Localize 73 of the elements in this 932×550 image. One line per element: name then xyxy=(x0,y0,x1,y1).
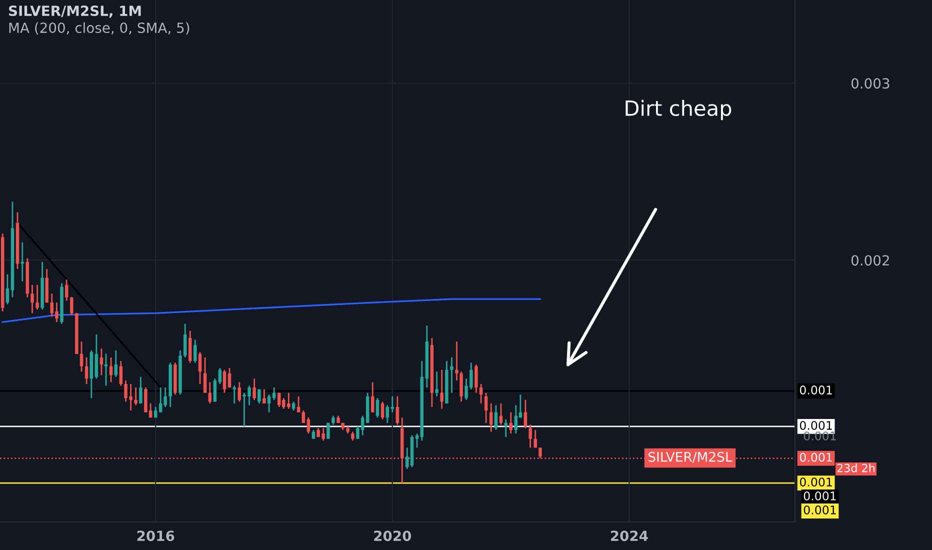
candlestick xyxy=(380,400,384,420)
candlestick xyxy=(80,340,84,372)
candlestick xyxy=(326,422,330,440)
candlestick xyxy=(371,382,374,413)
candlestick xyxy=(396,396,400,426)
chart-title: SILVER/M2SL, 1M xyxy=(8,6,141,18)
candlestick xyxy=(435,370,438,398)
candlestick xyxy=(499,402,503,426)
candlestick xyxy=(415,432,419,448)
x-tick-label: 2016 xyxy=(137,530,174,542)
candlestick xyxy=(64,278,68,302)
y-tick-label: 0.003 xyxy=(851,78,890,89)
candlestick xyxy=(222,369,226,394)
candlestick xyxy=(139,376,142,404)
candlestick xyxy=(198,351,202,385)
candlestick xyxy=(390,396,394,413)
candlestick xyxy=(100,348,104,376)
candlestick xyxy=(296,396,300,413)
ref-line-label: 0.001 xyxy=(800,452,832,462)
annotation: SILVER/M2SL xyxy=(648,452,732,463)
candlestick xyxy=(460,370,463,402)
candlestick xyxy=(134,386,138,406)
candlestick xyxy=(450,356,454,394)
candlestick xyxy=(455,340,458,382)
y-tick-label: 0.002 xyxy=(851,255,889,266)
ref-line-label: 0.001 xyxy=(800,386,832,394)
candlestick xyxy=(70,296,74,316)
x-tick-label: 2024 xyxy=(610,530,648,542)
text: 0.001 xyxy=(804,431,836,440)
candlestick xyxy=(440,369,444,410)
candlestick xyxy=(30,284,34,314)
ref-line-label: 0.001 xyxy=(800,478,832,486)
annotation: Dirt cheap xyxy=(626,100,732,120)
candlestick xyxy=(386,404,389,424)
text: MA (200, close, 0, SMA, 5) xyxy=(9,22,190,35)
candlestick xyxy=(6,274,10,306)
candlestick xyxy=(376,397,380,418)
candlestick xyxy=(114,350,118,378)
candlestick xyxy=(474,364,478,394)
candlestick xyxy=(262,388,266,404)
candlestick xyxy=(119,360,123,386)
candlestick xyxy=(494,404,498,431)
candlestick xyxy=(238,382,242,402)
candlestick xyxy=(20,242,24,282)
candlestick xyxy=(104,353,108,386)
candlestick xyxy=(479,383,483,404)
candlestick xyxy=(232,385,236,404)
line-series xyxy=(2,298,542,323)
candlestick xyxy=(94,334,98,380)
candlestick xyxy=(504,418,508,438)
candlestick xyxy=(524,399,528,429)
text: 23d 2h xyxy=(837,464,874,472)
candlestick xyxy=(484,392,488,424)
text: 0.001 xyxy=(804,505,836,514)
candlestick xyxy=(252,378,256,401)
candlestick xyxy=(258,388,261,404)
candlestick xyxy=(514,404,518,434)
candlestick xyxy=(528,424,532,448)
candlestick xyxy=(509,412,512,434)
candlestick xyxy=(36,284,39,310)
candlestick xyxy=(267,394,271,413)
candlestick xyxy=(188,330,192,364)
candlestick xyxy=(534,429,537,448)
candlestick xyxy=(213,378,217,402)
candlestick xyxy=(302,410,306,424)
candlestick xyxy=(183,323,187,358)
candlestick xyxy=(203,356,207,394)
x-tick-label: 2020 xyxy=(374,530,412,542)
candlestick xyxy=(194,339,197,364)
candlestick xyxy=(228,367,232,388)
ref-line-label: 0.001 xyxy=(800,420,832,430)
candlestick xyxy=(306,416,310,434)
text: 0.001 xyxy=(804,491,836,500)
